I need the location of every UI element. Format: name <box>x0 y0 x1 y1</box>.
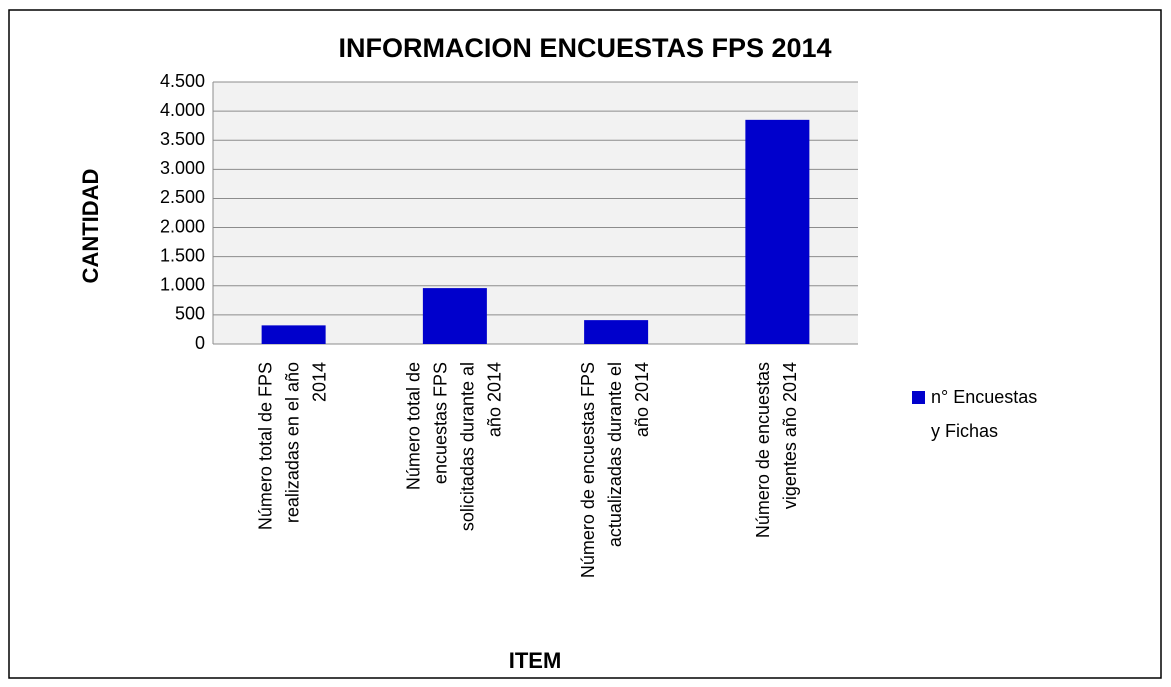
y-tick-label: 1.500 <box>160 245 205 265</box>
chart-title: INFORMACION ENCUESTAS FPS 2014 <box>338 33 831 63</box>
x-tick-label: Número total de FPS realizadas en el año 2… <box>255 362 329 530</box>
x-tick-label: Número de encuestas vigentes año 2014 <box>753 362 800 538</box>
y-tick-label: 2.000 <box>160 216 205 236</box>
legend-label: n° Encuestas y Fichas <box>931 387 1037 441</box>
bar <box>745 119 810 344</box>
x-axis-title: ITEM <box>509 648 562 673</box>
y-tick-label: 500 <box>175 304 205 324</box>
y-tick-label: 4.500 <box>160 71 205 91</box>
bar <box>584 320 649 344</box>
bar <box>261 325 326 344</box>
bar <box>422 288 487 344</box>
x-tick-label: Número de encuestas FPS actualizadas dura… <box>578 362 652 578</box>
y-tick-label: 3.500 <box>160 129 205 149</box>
y-tick-label: 0 <box>195 333 205 353</box>
y-axis-title: CANTIDAD <box>78 169 103 284</box>
y-tick-label: 4.000 <box>160 100 205 120</box>
x-tick-label: Número total de encuestas FPS solicitadas … <box>403 362 504 531</box>
y-tick-label: 3.000 <box>160 158 205 178</box>
y-tick-label: 2.500 <box>160 187 205 207</box>
legend-swatch <box>912 391 925 404</box>
y-tick-label: 1.000 <box>160 275 205 295</box>
